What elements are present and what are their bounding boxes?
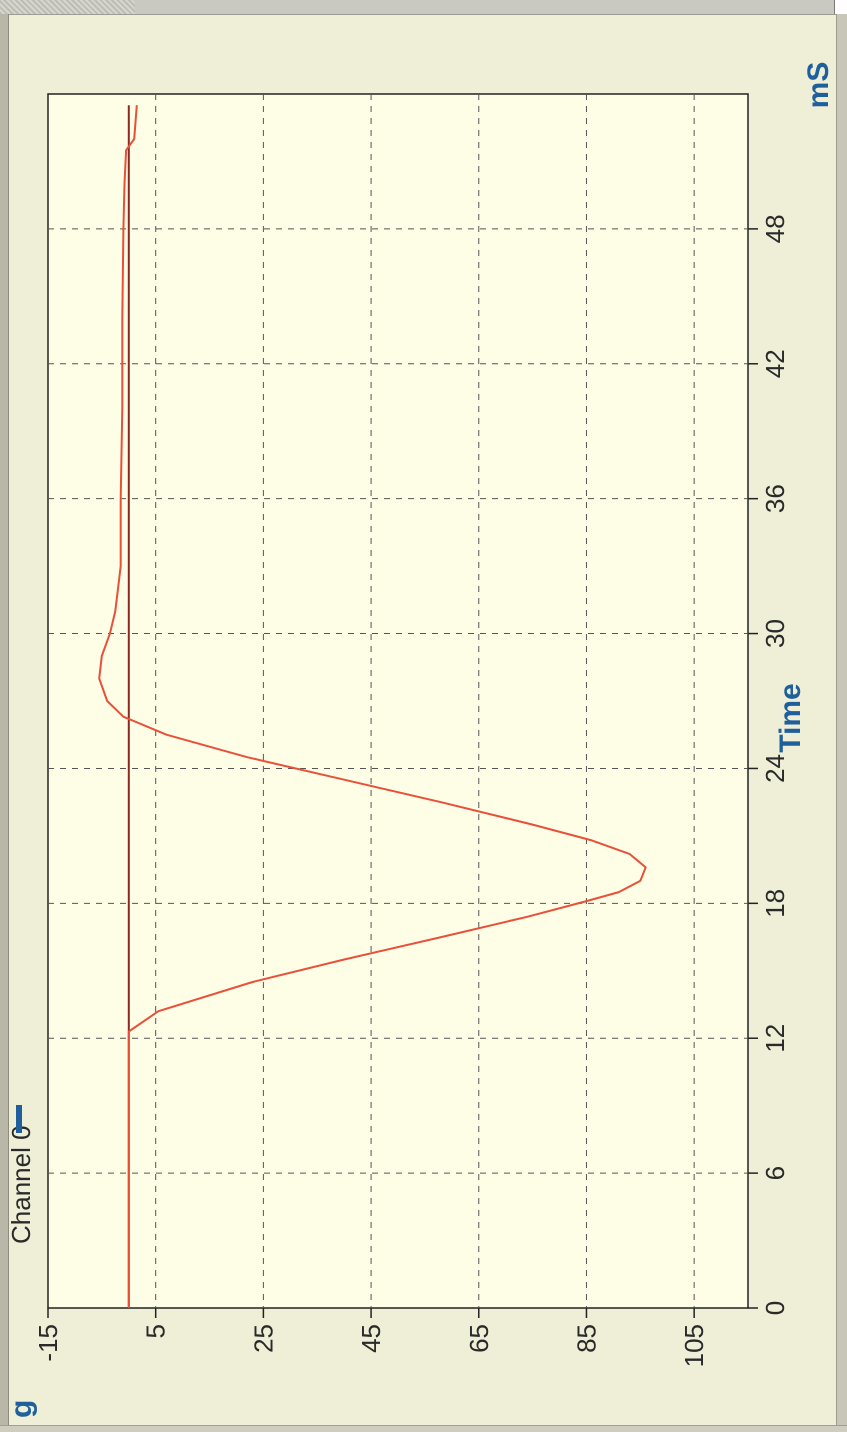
x-tick-label: 18 <box>760 889 790 918</box>
series-layer <box>98 105 647 1308</box>
x-tick-label-group: 42 <box>760 349 790 378</box>
y-tick-label: 25 <box>248 1324 278 1353</box>
plot-area <box>47 93 749 1309</box>
x-tick-label-group: 24 <box>760 754 790 783</box>
x-axis-label: Time <box>774 683 807 752</box>
x-tick-label-group: 6 <box>760 1166 790 1180</box>
y-axis-ticks: -15 5 25 45 65 85 105 <box>33 1308 709 1367</box>
series-line <box>98 105 647 1308</box>
x-tick-label-group: 0 <box>760 1301 790 1315</box>
y-tick-label-group: 5 <box>141 1324 171 1338</box>
x-tick-label: 48 <box>760 214 790 243</box>
top-strip-texture <box>0 0 135 14</box>
y-tick-label-group: 105 <box>679 1324 709 1367</box>
corner-glyph: g <box>5 1400 38 1418</box>
x-axis-ticks: 0 6 12 18 24 30 36 42 48 <box>748 214 790 1315</box>
left-border <box>0 14 9 1432</box>
x-tick-label-group: 18 <box>760 889 790 918</box>
x-tick-label: 0 <box>760 1301 790 1315</box>
window-corner-button[interactable] <box>834 0 847 14</box>
y-tick-label: 105 <box>679 1324 709 1367</box>
x-tick-label: 12 <box>760 1024 790 1053</box>
x-tick-label: 24 <box>760 754 790 783</box>
grid <box>48 94 748 1308</box>
right-border <box>836 14 847 1432</box>
y-tick-label-group: 45 <box>356 1324 386 1353</box>
top-strip <box>0 0 847 15</box>
y-tick-label-group: -15 <box>33 1324 63 1362</box>
x-axis-unit: mS <box>802 62 835 109</box>
bottom-border <box>0 1425 847 1432</box>
x-tick-label-group: 12 <box>760 1024 790 1053</box>
y-tick-label: 45 <box>356 1324 386 1353</box>
x-tick-label: 36 <box>760 484 790 513</box>
x-tick-label-group: 30 <box>760 619 790 648</box>
x-tick-label-group: 48 <box>760 214 790 243</box>
y-tick-label-group: 85 <box>571 1324 601 1353</box>
legend-swatch <box>16 1105 22 1133</box>
y-tick-label-group: 25 <box>248 1324 278 1353</box>
x-tick-label: 6 <box>760 1166 790 1180</box>
x-tick-label: 42 <box>760 349 790 378</box>
x-tick-label: 30 <box>760 619 790 648</box>
x-tick-label-group: 36 <box>760 484 790 513</box>
y-tick-label: 65 <box>464 1324 494 1353</box>
y-tick-label: 5 <box>141 1324 171 1338</box>
y-tick-label: -15 <box>33 1324 63 1362</box>
y-tick-label: 85 <box>571 1324 601 1353</box>
legend-label: Channel 0 <box>6 1125 36 1244</box>
plot-frame <box>47 93 749 1309</box>
y-tick-label-group: 65 <box>464 1324 494 1353</box>
